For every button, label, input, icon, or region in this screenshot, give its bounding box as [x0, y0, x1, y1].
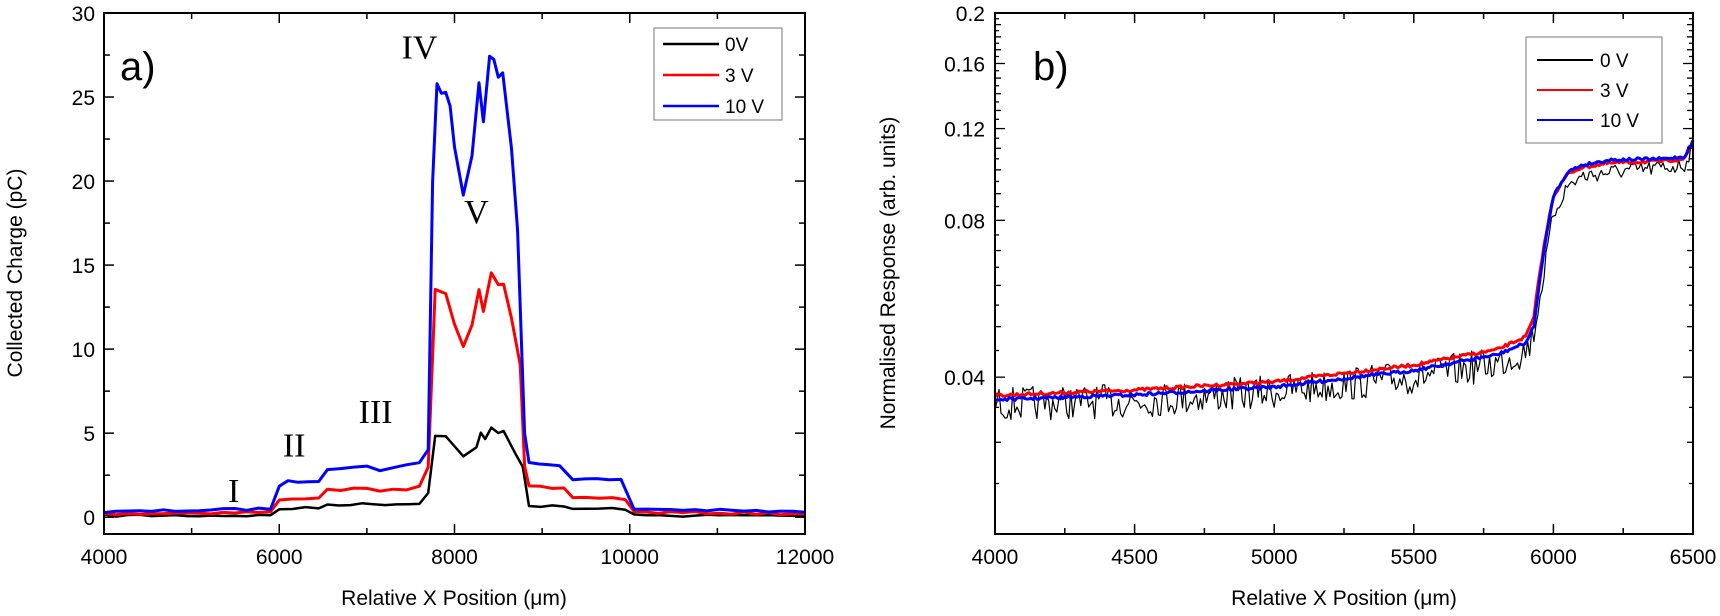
panel-a-x-tick-label: 6000 — [256, 546, 303, 569]
panel-a-region-label-ii: II — [283, 428, 306, 465]
panel-a-legend-label-10v: 10 V — [725, 97, 764, 118]
panel-b-legend-label-0v: 0 V — [1600, 51, 1629, 72]
panel-a-series-line-10v — [103, 54, 806, 515]
panel-b-x-tick-label: 6500 — [1670, 546, 1717, 569]
panel-a-series-line-0v — [103, 426, 806, 518]
panel-a-series-group — [103, 54, 806, 518]
panel-b-x-tick-label: 5000 — [1251, 546, 1298, 569]
panel-a-y-tick-label: 20 — [72, 171, 95, 194]
panel-a-label: a) — [120, 45, 156, 89]
panel-a-y-tick-label: 10 — [72, 339, 95, 362]
panel-b-normalised-response: b) Relative X Position (μm) Normalised R… — [877, 3, 1716, 610]
panel-a-x-axis-title: Relative X Position (μm) — [341, 587, 567, 610]
panel-b-y-tick-label: 0.16 — [944, 53, 985, 76]
panel-a-region-label-i: I — [228, 473, 239, 510]
panel-a-x-tick-label: 10000 — [601, 546, 659, 569]
panel-b-x-tick-label: 5500 — [1390, 546, 1437, 569]
panel-b-legend-label-3v: 3 V — [1600, 81, 1629, 102]
panel-a-region-label-iv: IV — [402, 29, 438, 66]
panel-b-legend-label-10v: 10 V — [1600, 111, 1639, 132]
panel-a-x-tick-label: 8000 — [431, 546, 478, 569]
panel-b-x-tick-label: 4500 — [1111, 546, 1158, 569]
panel-a-y-tick-label: 5 — [83, 423, 95, 446]
panel-b-series-group — [993, 139, 1695, 421]
panel-b-x-tick-label: 6000 — [1530, 546, 1577, 569]
panel-b-label: b) — [1033, 45, 1069, 89]
panel-b-legend: 0 V 3 V 10 V — [1525, 36, 1663, 144]
panel-a-legend-label-0v: 0V — [725, 35, 749, 56]
panel-a-region-label-iii: III — [359, 394, 393, 431]
panel-a-legend: 0V 3 V 10 V — [653, 27, 783, 121]
panel-a-legend-label-3v: 3 V — [725, 66, 754, 87]
panel-a-y-tick-label: 0 — [83, 507, 95, 530]
panel-a-x-tick-label: 4000 — [81, 546, 128, 569]
panel-b-y-tick-label: 0.08 — [944, 210, 985, 233]
panel-a-x-tick-label: 12000 — [776, 546, 834, 569]
panel-b-y-axis-title: Normalised Response (arb. units) — [877, 117, 900, 430]
panel-a-y-tick-label: 25 — [72, 87, 95, 110]
panel-a-series-line-3v — [103, 271, 806, 517]
panel-a-region-label-v: V — [464, 194, 489, 231]
panel-b-series-line-3v — [993, 141, 1695, 398]
panel-b-y-tick-label: 0.12 — [944, 119, 985, 142]
panel-b-y-tick-label: 0.04 — [944, 367, 985, 390]
panel-a-y-axis-title: Collected Charge (pC) — [4, 169, 27, 378]
panel-b-series-line-10v — [994, 139, 1695, 402]
panel-a-y-tick-label: 15 — [72, 255, 95, 278]
panel-b-x-axis-title: Relative X Position (μm) — [1231, 587, 1457, 610]
panel-b-x-tick-label: 4000 — [972, 546, 1019, 569]
panel-a-y-tick-label: 30 — [72, 3, 95, 26]
panel-b-y-tick-label: 0.2 — [956, 3, 985, 26]
panel-a-charge-profile: a) Relative X Position (μm) Collected Ch… — [4, 3, 834, 610]
